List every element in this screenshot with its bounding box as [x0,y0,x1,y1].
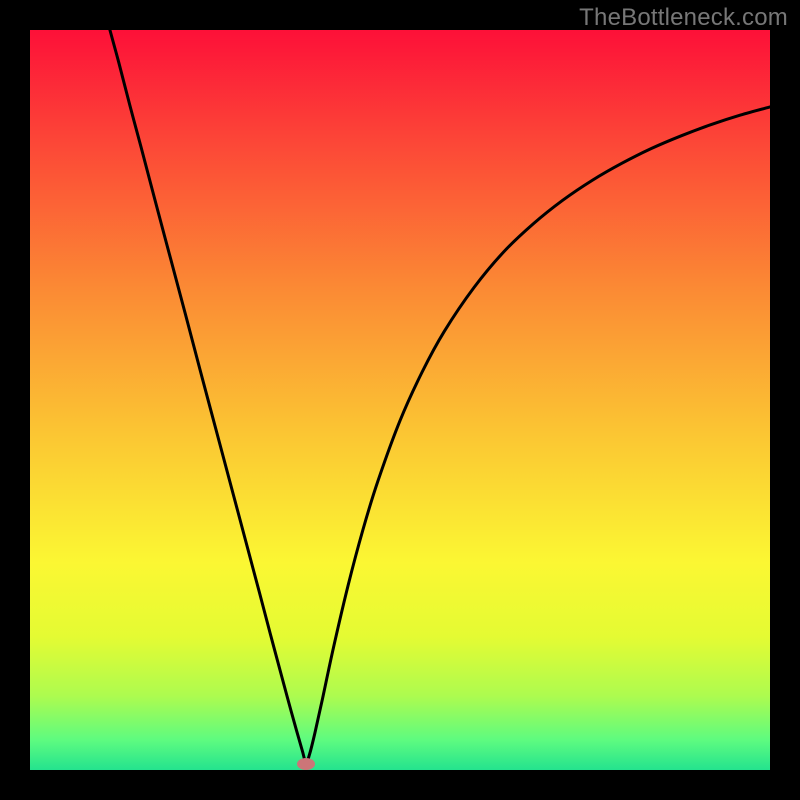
curve-path [110,30,770,763]
watermark-text: TheBottleneck.com [579,4,788,32]
chart-frame: TheBottleneck.com [0,0,800,800]
bottleneck-curve [30,30,770,770]
optimum-marker [297,758,315,770]
plot-area [30,30,770,770]
